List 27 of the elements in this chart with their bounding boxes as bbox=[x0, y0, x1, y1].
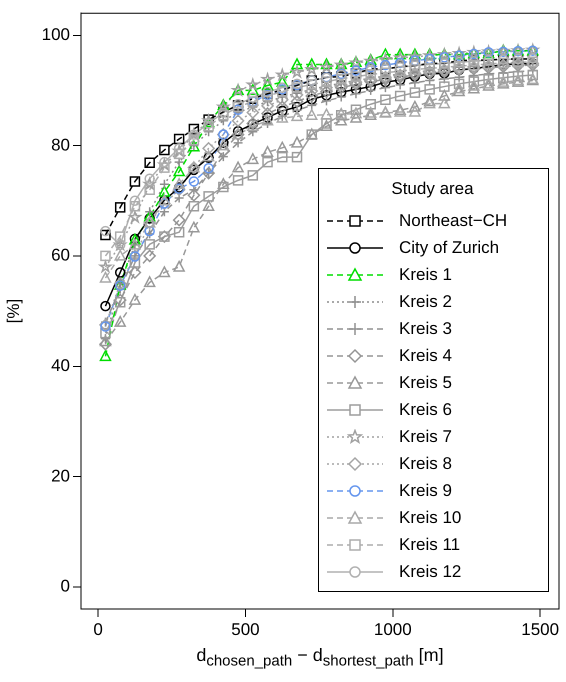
legend-label: Kreis 10 bbox=[399, 508, 462, 528]
x-tick-label: 1500 bbox=[521, 620, 560, 639]
y-tick-label: 80 bbox=[51, 135, 70, 154]
legend-label: Kreis 9 bbox=[399, 480, 452, 500]
legend-title: Study area bbox=[390, 179, 475, 199]
legend-label: Kreis 5 bbox=[399, 372, 452, 392]
x-tick-label: 1000 bbox=[374, 620, 412, 639]
legend-label: Kreis 1 bbox=[399, 264, 452, 284]
legend-label: Kreis 3 bbox=[399, 318, 452, 338]
y-axis-title: [%] bbox=[4, 298, 23, 324]
x-tick-label: 500 bbox=[231, 620, 260, 639]
y-tick-label: 20 bbox=[51, 466, 70, 486]
y-tick-label: 40 bbox=[51, 356, 70, 375]
y-tick-label: 100 bbox=[42, 24, 70, 44]
legend-label: Kreis 2 bbox=[399, 292, 452, 312]
legend-label: Kreis 12 bbox=[399, 562, 462, 582]
legend-label: Northeast−CH bbox=[399, 210, 508, 230]
x-tick-label: 0 bbox=[93, 620, 103, 639]
legend-label: Kreis 11 bbox=[399, 534, 460, 554]
legend-label: Kreis 8 bbox=[399, 454, 452, 474]
y-tick-label: 0 bbox=[60, 576, 70, 596]
y-tick-label: 60 bbox=[51, 246, 70, 265]
x-axis-title: d$_{chosen_path}$ − d$_{shortest_path}$ [m] bbox=[195, 645, 445, 670]
legend-label: Kreis 4 bbox=[399, 346, 452, 366]
legend-label: City of Zurich bbox=[399, 238, 500, 258]
legend-label: Kreis 6 bbox=[399, 400, 452, 420]
legend-label: Kreis 7 bbox=[399, 426, 452, 446]
